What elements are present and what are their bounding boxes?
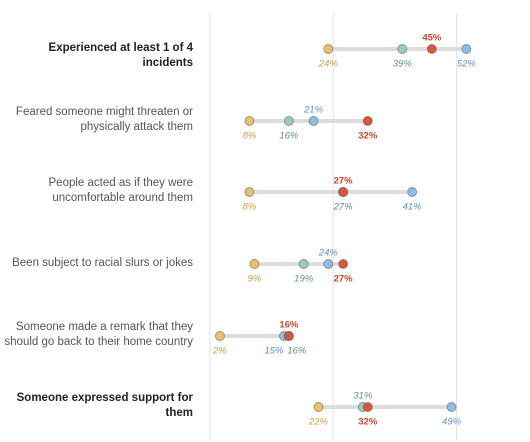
value-label-s3: 15% <box>264 346 284 357</box>
dot-s1 <box>244 116 255 126</box>
row-label: Feared someone might threaten or physical… <box>16 105 193 135</box>
dot-s4 <box>338 187 349 197</box>
row-label: People acted as if they were uncomfortabl… <box>49 176 193 206</box>
dot-s4 <box>283 331 294 341</box>
dot-s2 <box>298 259 309 269</box>
dot-s4 <box>338 259 349 269</box>
value-label-s4: 27% <box>334 274 354 285</box>
row-label-line: Someone expressed support for <box>16 392 193 404</box>
row-label-line: them <box>165 407 193 419</box>
row-label: Someone expressed support for them <box>17 391 193 421</box>
dot-s4 <box>362 116 373 126</box>
dot-s3 <box>461 44 472 54</box>
row-label: Someone made a remark that they should go… <box>4 320 193 350</box>
value-label-s2: 16% <box>287 346 307 357</box>
value-label-s2: 39% <box>393 59 413 70</box>
value-label-s1: 8% <box>243 202 257 213</box>
row-label-line: uncomfortable around them <box>52 192 193 204</box>
value-label-s3: 49% <box>442 417 462 428</box>
dot-s3 <box>446 402 457 412</box>
dot-s3 <box>308 116 319 126</box>
value-label-s2: 19% <box>294 274 314 285</box>
dot-s3 <box>407 187 418 197</box>
value-label-s1: 24% <box>318 59 339 70</box>
dot-s2 <box>397 44 408 54</box>
value-label-s4: 45% <box>422 33 442 44</box>
dot-s1 <box>244 187 255 197</box>
row-label-line: People acted as if they were <box>48 177 193 189</box>
value-label-s1: 9% <box>248 274 262 285</box>
row-label-line: physically attack them <box>80 121 194 133</box>
dot-s4 <box>362 402 373 412</box>
value-label-s2: 27% <box>333 202 354 213</box>
row-label-line: should go back to their home country <box>4 336 193 348</box>
dot-s1 <box>214 331 225 341</box>
value-label-s3: 21% <box>303 105 324 116</box>
value-label-s1: 22% <box>308 417 329 428</box>
value-label-s1: 8% <box>243 131 257 142</box>
value-label-s2: 31% <box>353 391 373 402</box>
dot-s1 <box>323 44 334 54</box>
value-label-s4: 27% <box>334 176 354 187</box>
dot-s4 <box>426 44 437 54</box>
value-label-s4: 32% <box>358 131 378 142</box>
value-label-s1: 2% <box>212 346 227 357</box>
row-label-line: Been subject to racial slurs or jokes <box>12 256 193 269</box>
value-label-s2: 16% <box>279 131 299 142</box>
value-label-s3: 24% <box>318 248 339 259</box>
value-label-s3: 52% <box>457 59 477 70</box>
value-label-s4: 16% <box>279 320 299 331</box>
dot-s1 <box>313 402 324 412</box>
dot-s2 <box>283 116 294 126</box>
dot-s3 <box>323 259 334 269</box>
row-label: Experienced at least 1 of 4 incidents <box>0 41 193 71</box>
row-label-line: Feared someone might threaten or <box>15 106 193 118</box>
row-label-line: Experienced at least 1 of 4 incidents <box>48 41 193 69</box>
value-label-s3: 41% <box>403 202 423 213</box>
value-label-s4: 32% <box>358 417 378 428</box>
row-label-line: Someone made a remark that they <box>15 321 193 333</box>
row-label: Been subject to racial slurs or jokes <box>12 256 193 271</box>
dot-s1 <box>249 259 260 269</box>
